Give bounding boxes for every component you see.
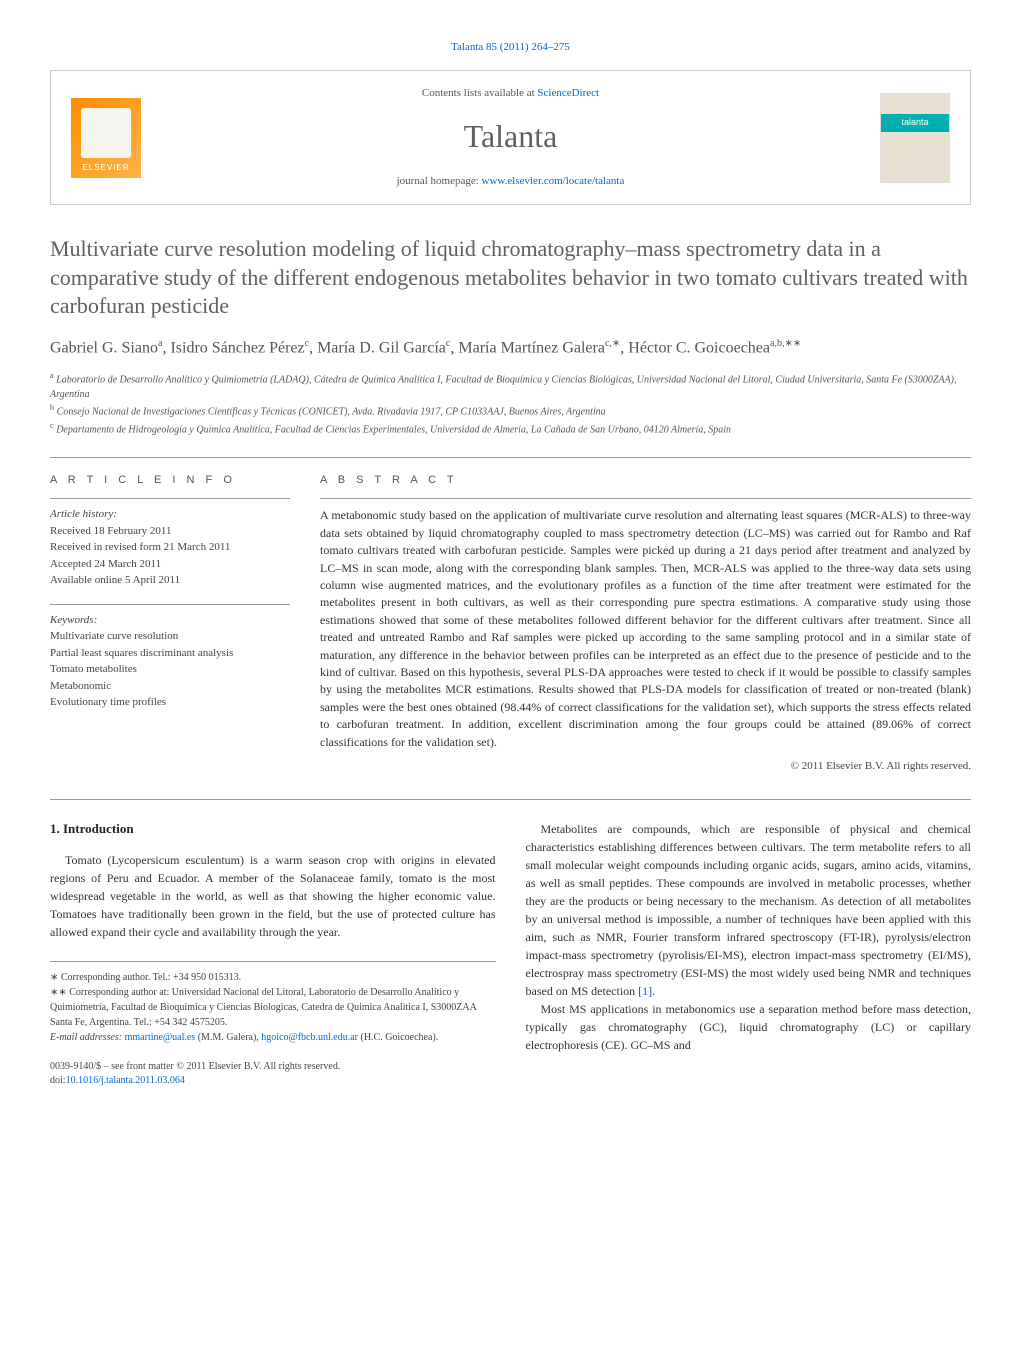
corresponding-author-2: ∗∗ Corresponding author at: Universidad … [50,985,496,1030]
keywords-block: Keywords: Multivariate curve resolutionP… [50,613,290,711]
citation-line: Talanta 85 (2011) 264–275 [50,40,971,55]
elsevier-label: ELSEVIER [82,162,129,173]
abstract-text: A metabonomic study based on the applica… [320,507,971,750]
article-title: Multivariate curve resolution modeling o… [50,235,971,321]
contents-prefix: Contents lists available at [422,87,537,99]
journal-cover-thumbnail: talanta [880,93,950,183]
doi-label: doi: [50,1075,66,1086]
journal-header: ELSEVIER Contents lists available at Sci… [50,70,971,205]
info-divider-2 [50,604,290,605]
history-block: Article history: Received 18 February 20… [50,507,290,588]
contents-line: Contents lists available at ScienceDirec… [141,86,880,101]
footer-block: 0039-9140/$ – see front matter © 2011 El… [50,1060,496,1088]
homepage-prefix: journal homepage: [397,175,482,187]
elsevier-logo: ELSEVIER [71,98,141,178]
abstract-heading: A B S T R A C T [320,473,971,488]
history-text: Received 18 February 2011Received in rev… [50,523,290,589]
email-link-1[interactable]: mmartine@ual.es [125,1032,196,1043]
info-abstract-row: A R T I C L E I N F O Article history: R… [50,457,971,774]
email-name-2: (H.C. Goicoechea). [358,1032,438,1043]
history-label: Article history: [50,507,290,522]
email-link-2[interactable]: hgoico@fbcb.unl.edu.ar [261,1032,358,1043]
body-column-left: 1. Introduction Tomato (Lycopersicum esc… [50,820,496,1087]
authors-line: Gabriel G. Sianoa, Isidro Sánchez Pérezc… [50,336,971,360]
homepage-link[interactable]: www.elsevier.com/locate/talanta [482,175,625,187]
section-heading-intro: 1. Introduction [50,820,496,838]
corresponding-author-1: ∗ Corresponding author. Tel.: +34 950 01… [50,970,496,985]
affiliations-block: a Laboratorio de Desarrollo Analítico y … [50,370,971,437]
intro-paragraph-3: Most MS applications in metabonomics use… [526,1000,972,1054]
intro-paragraph-2: Metabolites are compounds, which are res… [526,820,972,1000]
email-line: E-mail addresses: mmartine@ual.es (M.M. … [50,1030,496,1045]
doi-link[interactable]: 10.1016/j.talanta.2011.03.064 [66,1075,185,1086]
footer-front-matter: 0039-9140/$ – see front matter © 2011 El… [50,1060,496,1074]
abstract-copyright: © 2011 Elsevier B.V. All rights reserved… [320,759,971,774]
ref-link-1[interactable]: [1] [638,984,652,998]
abstract-divider [320,498,971,499]
footer-doi-line: doi:10.1016/j.talanta.2011.03.064 [50,1074,496,1088]
elsevier-tree-icon [81,108,131,158]
cover-band: talanta [881,114,949,132]
homepage-line: journal homepage: www.elsevier.com/locat… [141,174,880,189]
body-columns: 1. Introduction Tomato (Lycopersicum esc… [50,820,971,1087]
keywords-text: Multivariate curve resolutionPartial lea… [50,628,290,711]
cover-top [881,94,949,114]
info-divider [50,498,290,499]
body-divider [50,799,971,800]
article-info-column: A R T I C L E I N F O Article history: R… [50,473,290,774]
body-column-right: Metabolites are compounds, which are res… [526,820,972,1087]
footnotes-block: ∗ Corresponding author. Tel.: +34 950 01… [50,961,496,1045]
keywords-label: Keywords: [50,613,290,628]
article-info-heading: A R T I C L E I N F O [50,473,290,488]
abstract-column: A B S T R A C T A metabonomic study base… [320,473,971,774]
intro-paragraph-1: Tomato (Lycopersicum esculentum) is a wa… [50,851,496,941]
email-label: E-mail addresses: [50,1032,125,1043]
cover-body [881,132,949,182]
header-center: Contents lists available at ScienceDirec… [141,86,880,189]
journal-name: Talanta [141,114,880,159]
email-name-1: (M.M. Galera), [195,1032,261,1043]
sciencedirect-link[interactable]: ScienceDirect [537,87,599,99]
